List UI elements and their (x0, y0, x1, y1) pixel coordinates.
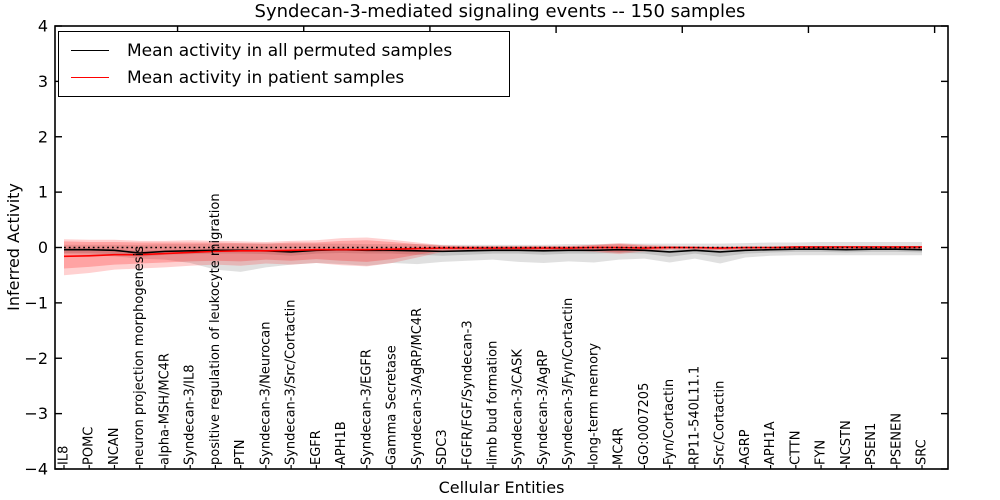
x-tick-label: Syndecan-3/CASK (511, 349, 526, 465)
x-tick-label: FGFR/FGF/Syndecan-3 (460, 320, 475, 465)
x-tick-label: EGFR (309, 430, 324, 465)
y-tick-label: 3 (38, 72, 48, 91)
x-tick-label: long-term memory (586, 343, 601, 465)
legend-item-permuted: Mean activity in all permuted samples (59, 39, 509, 63)
legend-item-label: Mean activity in all permuted samples (127, 40, 453, 61)
y-tick-label: 4 (38, 17, 48, 36)
x-tick-label: MC4R (612, 427, 627, 465)
x-tick-label: SRC (915, 439, 930, 465)
chart-title: Syndecan-3-mediated signaling events -- … (254, 1, 746, 22)
x-axis-label: Cellular Entities (438, 478, 565, 497)
y-tick-label: −3 (24, 404, 48, 423)
permuted-samples-range-outer (64, 241, 922, 272)
y-axis-label: Inferred Activity (4, 183, 23, 311)
x-tick-label: Src/Cortactin (713, 381, 728, 465)
x-tick-label: NCSTN (839, 420, 854, 465)
x-tick-label: PSENEN (889, 413, 904, 465)
x-tick-label: positive regulation of leukocyte migrati… (208, 193, 223, 465)
x-tick-label: limb bud formation (486, 341, 501, 465)
x-tick-label: PSEN1 (864, 423, 879, 465)
y-tick-label: −2 (24, 349, 48, 368)
x-tick-label: neuron projection morphogenesis (132, 246, 147, 465)
x-tick-label: PTN (233, 439, 248, 465)
permuted-mean-line (64, 248, 923, 254)
x-tick-label: GO:0007205 (637, 383, 652, 465)
x-tick-label: Syndecan-3/IL8 (183, 365, 198, 465)
x-tick-label: AGRP (738, 429, 753, 465)
y-tick-label: −1 (24, 293, 48, 312)
x-tick-label: APH1A (763, 421, 778, 465)
x-tick-label: Fyn/Cortactin (662, 379, 677, 465)
x-tick-label: CTTN (788, 431, 803, 465)
x-tick-label: Syndecan-3/Src/Cortactin (284, 299, 299, 465)
x-tick-label: Syndecan-3/AgRP/MC4R (410, 308, 425, 465)
x-tick-label: alpha-MSH/MC4R (157, 353, 172, 465)
x-tick-label: APH1B (334, 421, 349, 465)
x-tick-label: SDC3 (435, 429, 450, 465)
y-tick-label: −4 (24, 460, 48, 479)
x-tick-label: Syndecan-3/Fyn/Cortactin (561, 298, 576, 465)
patient-line-swatch (71, 77, 109, 78)
x-tick-label: POMC (82, 427, 97, 465)
legend-item-label: Mean activity in patient samples (127, 67, 405, 88)
x-tick-label: Syndecan-3/AgRP (536, 350, 551, 465)
permuted-line-swatch (71, 50, 109, 51)
legend-item-patient: Mean activity in patient samples (59, 66, 509, 90)
x-tick-label: FYN (814, 440, 829, 465)
x-tick-label: Gamma Secretase (385, 345, 400, 465)
y-tick-label: 1 (38, 183, 48, 202)
x-tick-label: IL8 (57, 446, 72, 465)
legend: Mean activity in all permuted samples Me… (58, 31, 510, 97)
x-tick-label: Syndecan-3/EGFR (359, 349, 374, 465)
y-tick-label: 2 (38, 127, 48, 146)
x-tick-label: RP11-540L11.1 (687, 366, 702, 465)
x-tick-label: Syndecan-3/Neurocan (258, 322, 273, 465)
x-tick-label: NCAN (107, 428, 122, 465)
y-tick-label: 0 (38, 238, 48, 257)
